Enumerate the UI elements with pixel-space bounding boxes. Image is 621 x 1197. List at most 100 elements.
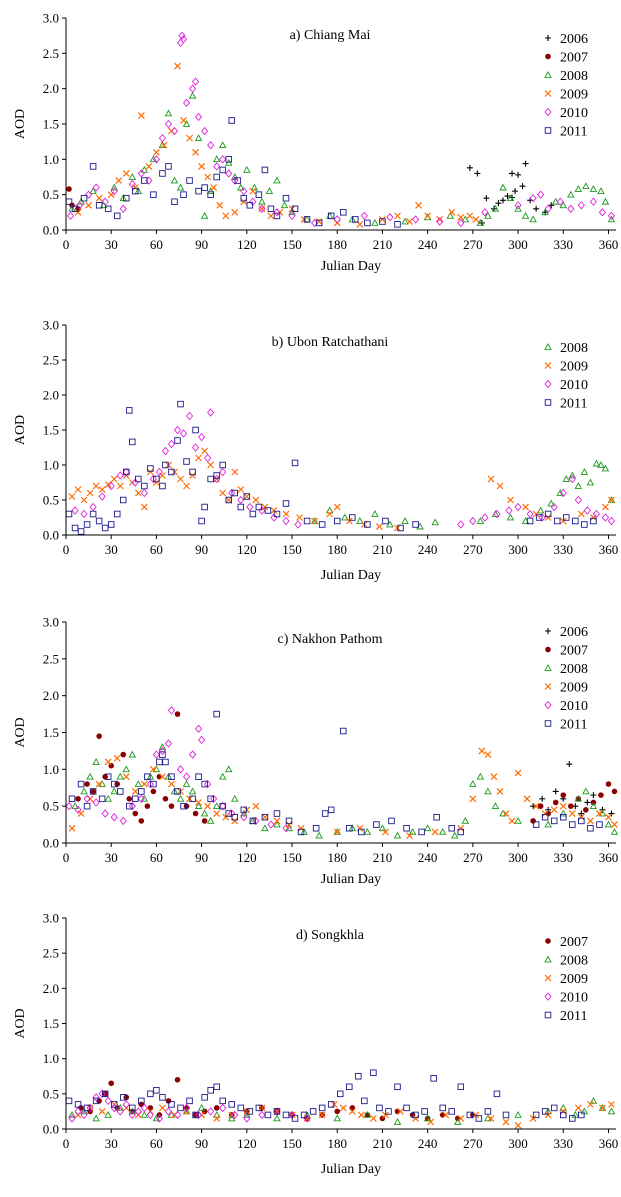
- data-point: [98, 1089, 106, 1099]
- data-point: [538, 513, 546, 522]
- data-point: [288, 1111, 296, 1119]
- panel-title: b) Ubon Ratchathani: [272, 335, 389, 350]
- data-point: [204, 173, 212, 181]
- data-point: [146, 468, 154, 476]
- data-point: [361, 1097, 368, 1105]
- data-point: [423, 1114, 432, 1122]
- x-tick-label: 300: [508, 237, 528, 252]
- x-tick-label: 300: [508, 1136, 528, 1151]
- x-tick-label: 270: [463, 542, 483, 557]
- data-point: [394, 1108, 401, 1115]
- data-point: [68, 493, 76, 500]
- data-point: [596, 821, 603, 828]
- data-point: [194, 802, 203, 810]
- data-point: [240, 198, 248, 206]
- data-point: [291, 205, 299, 213]
- data-point: [213, 710, 220, 718]
- data-point: [225, 496, 232, 504]
- data-point: [539, 795, 546, 802]
- data-point: [75, 796, 81, 802]
- data-point: [90, 788, 96, 795]
- data-point: [101, 809, 109, 818]
- data-point: [267, 820, 275, 829]
- data-point: [213, 474, 221, 484]
- data-point: [162, 758, 169, 766]
- data-point: [484, 211, 492, 219]
- data-point: [297, 824, 305, 832]
- x-tick-label: 270: [463, 237, 483, 252]
- data-point: [119, 816, 127, 826]
- data-point: [71, 506, 79, 515]
- data-point: [66, 211, 75, 221]
- data-point: [493, 509, 501, 519]
- data-point: [490, 773, 498, 781]
- data-point: [521, 211, 530, 219]
- x-tick-label: 0: [63, 850, 70, 865]
- data-point: [273, 810, 281, 817]
- data-point: [182, 1103, 191, 1113]
- data-point: [110, 1103, 118, 1113]
- data-point: [559, 1107, 567, 1115]
- data-point: [267, 205, 275, 213]
- data-point: [394, 221, 401, 228]
- data-point: [481, 208, 489, 217]
- data-point: [382, 1111, 389, 1119]
- data-point: [550, 817, 558, 825]
- data-point: [134, 489, 142, 497]
- data-point: [466, 1111, 474, 1119]
- legend-label: 2008: [560, 662, 588, 677]
- data-point: [265, 187, 274, 194]
- data-point: [80, 496, 88, 504]
- data-point: [246, 202, 254, 209]
- data-point: [246, 502, 254, 512]
- series-2011: [65, 400, 597, 535]
- data-point: [120, 496, 127, 504]
- data-point: [487, 475, 495, 483]
- legend-marker: [544, 974, 552, 982]
- x-tick-label: 180: [327, 237, 347, 252]
- data-point: [258, 204, 266, 213]
- x-tick-label: 60: [150, 850, 163, 865]
- data-point: [355, 1072, 362, 1080]
- data-point: [255, 191, 263, 198]
- data-point: [149, 765, 157, 773]
- data-point: [240, 194, 248, 202]
- data-point: [529, 215, 537, 223]
- data-point: [179, 35, 188, 44]
- data-point: [589, 197, 597, 206]
- legend-marker: [544, 955, 552, 963]
- data-point: [258, 1110, 266, 1120]
- data-point: [219, 802, 226, 810]
- data-point: [201, 184, 208, 191]
- y-axis-title: AOD: [13, 415, 28, 445]
- data-point: [213, 162, 221, 171]
- data-point: [207, 141, 215, 150]
- y-tick-label: 0.0: [43, 528, 59, 543]
- data-point: [569, 1115, 576, 1122]
- data-point: [162, 461, 169, 469]
- data-point: [264, 507, 272, 514]
- data-point: [206, 816, 215, 824]
- data-point: [560, 792, 567, 798]
- data-point: [408, 828, 417, 835]
- y-tick-label: 2.0: [43, 981, 59, 996]
- data-point: [168, 773, 175, 780]
- data-point: [92, 1114, 100, 1122]
- data-point: [89, 163, 97, 170]
- data-point: [514, 201, 522, 210]
- data-point: [285, 817, 293, 825]
- x-tick-label: 360: [599, 237, 619, 252]
- data-point: [237, 486, 245, 493]
- data-point: [225, 810, 232, 817]
- x-tick-label: 30: [105, 237, 118, 252]
- data-point: [185, 411, 194, 421]
- data-point: [219, 155, 227, 164]
- series-2011: [65, 117, 401, 228]
- data-point: [496, 482, 504, 490]
- data-point: [132, 795, 139, 803]
- data-point: [312, 825, 320, 832]
- data-point: [547, 499, 555, 507]
- data-point: [562, 475, 571, 482]
- data-point: [110, 183, 118, 191]
- data-point: [333, 503, 341, 511]
